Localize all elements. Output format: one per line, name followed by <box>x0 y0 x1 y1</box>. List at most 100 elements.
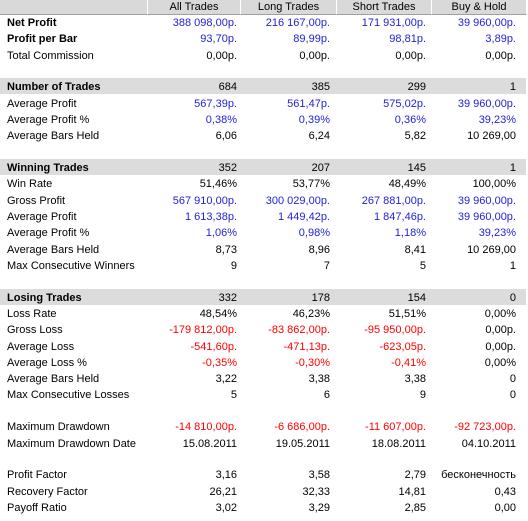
value-cell: 3,58 <box>308 469 330 482</box>
value-cell: 39,23% <box>478 227 516 240</box>
value-cell: 3,02 <box>215 501 237 514</box>
value-cell: 1,06% <box>205 227 237 240</box>
value-cell: 100,00% <box>472 178 516 191</box>
value-cell: 684 <box>218 81 237 94</box>
value-cell: 5 <box>419 259 426 272</box>
value-cell: 26,21 <box>209 485 237 498</box>
row-label: Average Bars Held <box>7 243 100 256</box>
value-cell: 388 098,00р. <box>172 17 237 29</box>
value-cell: 3,29 <box>308 501 330 514</box>
value-cell: -11 607,00р. <box>365 421 426 434</box>
value-cell: 0 <box>509 389 516 402</box>
value-cell: 7 <box>323 259 330 272</box>
value-cell: -541,60р. <box>190 340 237 353</box>
row-label: Average Bars Held <box>7 130 100 143</box>
row-label: Average Profit % <box>7 227 90 240</box>
value-cell: 575,02р. <box>383 97 426 110</box>
row-label: Payoff Ratio <box>7 501 67 514</box>
value-cell: 1 <box>509 162 516 175</box>
value-cell: 89,99р. <box>293 33 330 46</box>
column-header: Short Trades <box>337 0 432 15</box>
row-label: Max Consecutive Winners <box>7 259 135 272</box>
value-cell: -0,35% <box>202 356 237 369</box>
value-cell: 2,79 <box>404 469 426 482</box>
row-label: Average Loss <box>7 340 75 353</box>
value-cell: 154 <box>407 291 426 304</box>
value-cell: 8,96 <box>308 243 330 256</box>
section-band <box>0 288 526 305</box>
value-cell: 5 <box>230 389 237 402</box>
value-cell: 300 029,00р. <box>265 194 330 207</box>
value-cell: 1 613,38р. <box>185 210 237 223</box>
value-cell: 10 269,00 <box>467 130 516 143</box>
value-cell: -6 686,00р. <box>274 421 330 434</box>
value-cell: 48,54% <box>199 307 237 320</box>
value-cell: 53,77% <box>292 178 330 191</box>
value-cell: бесконечность <box>441 469 516 482</box>
value-cell: 1 <box>509 81 516 94</box>
value-cell: 0 <box>509 291 516 304</box>
value-cell: 0,00% <box>484 356 516 369</box>
section-title: Losing Trades <box>7 291 82 304</box>
value-cell: 0,00% <box>484 307 516 320</box>
row-label: Average Loss % <box>7 356 87 369</box>
value-cell: 207 <box>311 162 330 175</box>
value-cell: -14 810,00р. <box>175 421 237 434</box>
value-cell: 332 <box>218 291 237 304</box>
row-label: Maximum Drawdown <box>7 421 110 434</box>
value-cell: 39 960,00р. <box>457 210 516 223</box>
value-cell: 32,33 <box>302 485 330 498</box>
value-cell: 51,51% <box>388 307 426 320</box>
row-label: Recovery Factor <box>7 485 88 498</box>
row-label: Maximum Drawdown Date <box>7 437 136 450</box>
value-cell: 267 881,00р. <box>361 194 426 207</box>
value-cell: 171 931,00р. <box>361 17 426 29</box>
value-cell: 0,43 <box>494 485 516 498</box>
value-cell: 15.08.2011 <box>182 437 237 450</box>
value-cell: -92 723,00р. <box>454 421 516 434</box>
value-cell: 0,39% <box>298 113 330 126</box>
row-label: Win Rate <box>7 178 53 191</box>
value-cell: -83 862,00р. <box>268 324 330 337</box>
value-cell: 10 269,00 <box>467 243 516 256</box>
value-cell: 3,38 <box>308 373 330 386</box>
value-cell: 3,16 <box>215 469 237 482</box>
value-cell: 1 449,42р. <box>278 210 330 223</box>
value-cell: 385 <box>311 81 330 94</box>
value-cell: 3,22 <box>215 373 237 386</box>
value-cell: 5,82 <box>404 130 426 143</box>
row-label: Total Commission <box>7 49 94 62</box>
value-cell: -623,05р. <box>379 340 426 353</box>
row-label: Profit Factor <box>7 469 67 482</box>
value-cell: 216 167,00р. <box>265 17 330 29</box>
row-label: Max Consecutive Losses <box>7 389 130 402</box>
section-band <box>0 78 526 95</box>
row-label: Average Profit <box>7 97 77 110</box>
value-cell: 0,36% <box>394 113 426 126</box>
value-cell: 39 960,00р. <box>457 17 516 29</box>
row-label: Average Profit % <box>7 113 90 126</box>
value-cell: 9 <box>230 259 237 272</box>
value-cell: 04.10.2011 <box>461 437 516 450</box>
row-label: Loss Rate <box>7 307 57 320</box>
value-cell: 9 <box>419 389 426 402</box>
row-label: Gross Loss <box>7 324 63 337</box>
row-label: Average Bars Held <box>7 373 100 386</box>
value-cell: 8,41 <box>404 243 426 256</box>
row-label: Net Profit <box>7 17 57 29</box>
value-cell: 48,49% <box>388 178 426 191</box>
column-header: All Trades <box>148 0 241 15</box>
row-label: Gross Profit <box>7 194 66 207</box>
section-title: Winning Trades <box>7 162 89 175</box>
value-cell: 0,38% <box>205 113 237 126</box>
value-cell: 0,00 <box>494 501 516 514</box>
value-cell: 0,00р. <box>395 49 426 62</box>
row-label: Profit per Bar <box>7 33 78 46</box>
column-header: Long Trades <box>241 0 337 15</box>
value-cell: 0,98% <box>298 227 330 240</box>
value-cell: 0,00р. <box>206 49 237 62</box>
value-cell: 46,23% <box>292 307 330 320</box>
value-cell: 39,23% <box>478 113 516 126</box>
value-cell: 0,00р. <box>485 49 516 62</box>
